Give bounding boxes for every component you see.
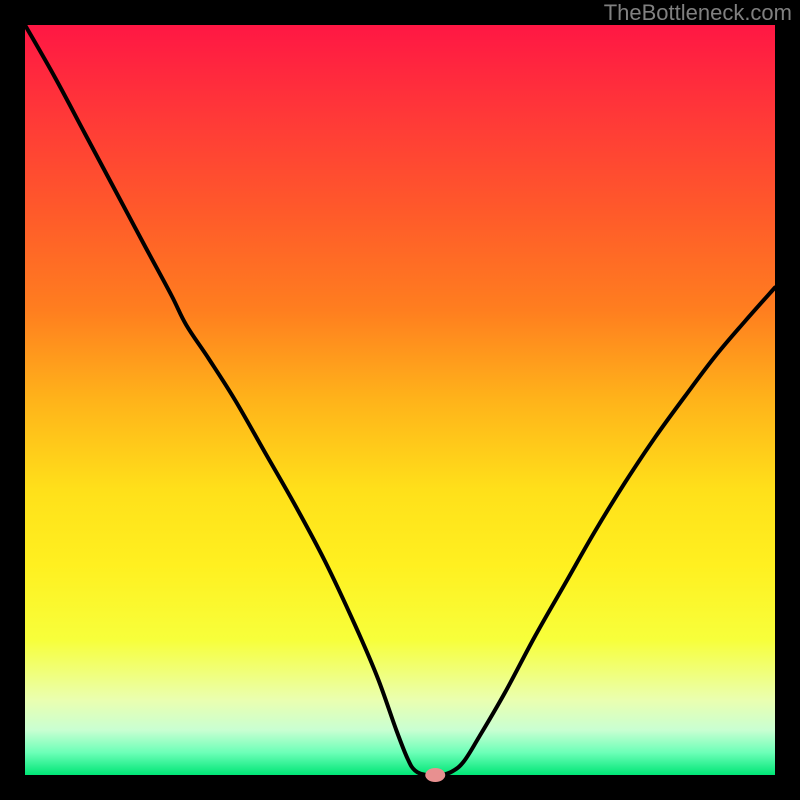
chart-svg xyxy=(0,0,800,800)
watermark-text: TheBottleneck.com xyxy=(604,0,792,26)
minimum-marker xyxy=(425,768,445,782)
plot-background xyxy=(25,25,775,775)
chart-container: TheBottleneck.com xyxy=(0,0,800,800)
